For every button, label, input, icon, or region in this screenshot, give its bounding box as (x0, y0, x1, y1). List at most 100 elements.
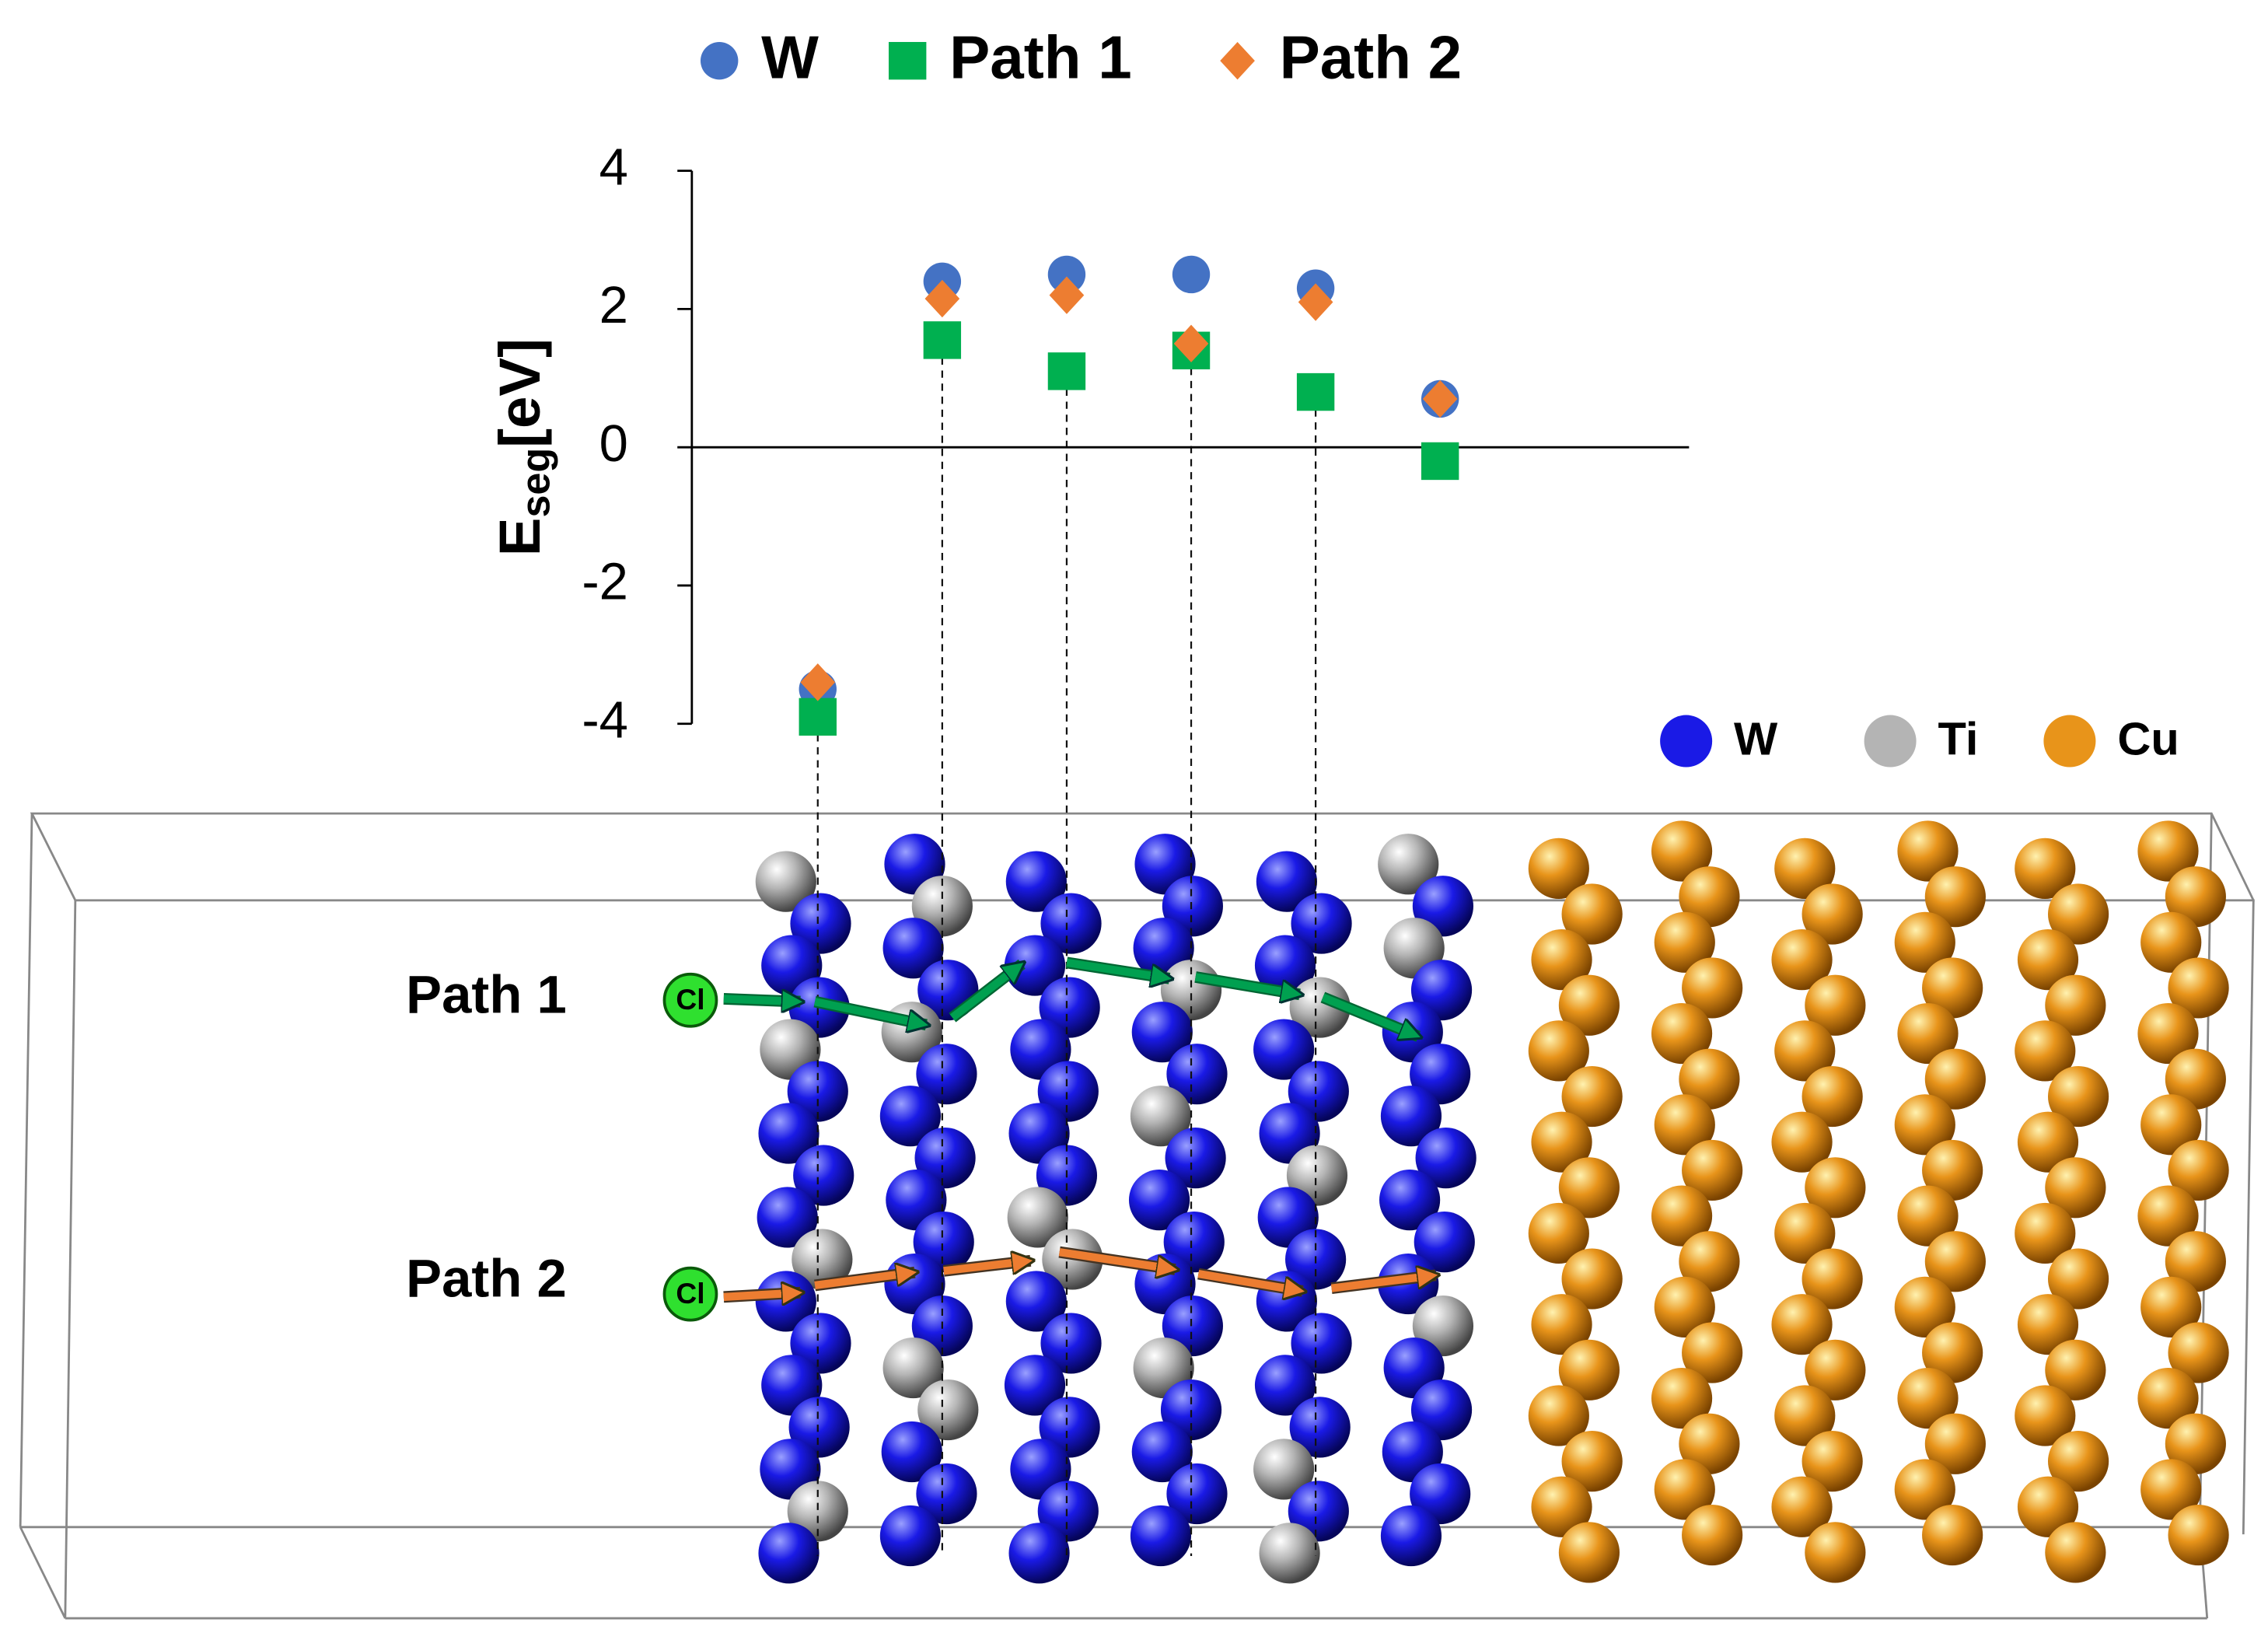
atom (1254, 1355, 1316, 1416)
atom (1415, 1128, 1476, 1189)
atom-legend-marker (1660, 715, 1713, 768)
atom (2165, 1231, 2226, 1292)
atom (1291, 893, 1352, 954)
atom (1894, 1459, 1955, 1520)
atom (882, 1337, 944, 1399)
atom (1130, 1086, 1192, 1147)
marker (1049, 276, 1085, 314)
legend-label: Path 2 (1280, 23, 1462, 92)
marker (799, 698, 837, 736)
y-tick-label: 4 (599, 138, 628, 196)
atom (1679, 1231, 1740, 1292)
atom (1561, 1065, 1623, 1128)
atom (2140, 1276, 2202, 1338)
atom (1040, 1313, 1102, 1374)
cl-atom (662, 1266, 718, 1322)
atom (1289, 1397, 1351, 1458)
atom (2168, 1322, 2229, 1383)
atom (1679, 866, 1740, 928)
atom (2168, 1504, 2229, 1566)
atom (2165, 1048, 2226, 1110)
atom (1558, 1339, 1620, 1400)
atom (1166, 1044, 1228, 1105)
atom (2047, 883, 2109, 945)
path-arrow (1066, 958, 1169, 978)
atom (2140, 1094, 2202, 1156)
atom (1771, 1476, 1833, 1537)
atom (1805, 1522, 1866, 1583)
atom (879, 1505, 941, 1567)
atom (1558, 1157, 1620, 1219)
atom (1651, 1185, 1713, 1247)
atom (1531, 1476, 1592, 1537)
marker (924, 279, 960, 318)
atom (758, 1103, 819, 1164)
atom-legend-label: Cu (2117, 713, 2179, 765)
atom (1253, 1439, 1315, 1500)
y-tick-label: -2 (582, 553, 628, 611)
atom (1924, 1048, 1986, 1110)
atom (1771, 929, 1833, 991)
atom (1005, 1271, 1067, 1332)
atom (1805, 1157, 1866, 1219)
y-axis-label: Eseg[eV] (487, 338, 559, 556)
path-arrow (723, 998, 801, 1002)
atom (2140, 1459, 2202, 1520)
atom (882, 918, 944, 979)
atom (2140, 911, 2202, 973)
atom (1922, 1139, 1983, 1201)
atom (1558, 1522, 1620, 1583)
atom-legend-marker (2043, 715, 2096, 768)
atom (1654, 1459, 1715, 1520)
atom (1528, 837, 1589, 899)
path-arrow (723, 1292, 801, 1297)
atom-legend-marker (1864, 715, 1917, 768)
atom (2168, 957, 2229, 1019)
atom (1414, 1212, 1475, 1273)
atom (1531, 1111, 1592, 1173)
cl-label: Cl (676, 983, 704, 1016)
path-arrow (1197, 1270, 1302, 1291)
atom (1774, 1020, 1836, 1082)
atom (2047, 1248, 2109, 1310)
atom (2045, 974, 2106, 1036)
marker (1047, 352, 1086, 390)
path-arrow (1194, 973, 1300, 994)
atom (1378, 834, 1439, 895)
path-arrow (943, 1261, 1031, 1275)
atom (1679, 1048, 1740, 1110)
atom (1558, 974, 1620, 1036)
atom (1897, 1185, 1959, 1247)
atom (1805, 1339, 1866, 1400)
atom (2045, 1522, 2106, 1583)
atom (1531, 1294, 1592, 1355)
atom (1131, 1421, 1193, 1483)
atom (2165, 866, 2226, 928)
y-tick-label: -4 (582, 691, 628, 749)
atom (2015, 1202, 2076, 1264)
atom (792, 1229, 853, 1290)
atom (1005, 851, 1067, 912)
y-tick-label: 0 (599, 414, 628, 473)
atom (1166, 1463, 1228, 1525)
atom (1165, 1128, 1226, 1189)
atom (1679, 1413, 1740, 1474)
atom (757, 1187, 818, 1248)
atom (1528, 1202, 1589, 1264)
marker (1298, 283, 1333, 321)
path-arrow (814, 1272, 914, 1290)
marker (923, 321, 962, 359)
atom (1774, 1202, 1836, 1264)
atom (917, 1379, 979, 1441)
atom (1528, 1020, 1589, 1082)
atom (916, 1044, 977, 1105)
y-axis-label-part: seg (513, 448, 558, 518)
marker (1296, 372, 1335, 411)
atom (2015, 837, 2076, 899)
legend-marker (888, 41, 927, 80)
paths: Cl Cl Path 1 Path 2 W Ti Cu (406, 713, 2179, 1322)
atom (2017, 1294, 2079, 1355)
atom (1654, 1276, 1715, 1338)
atom (1801, 1065, 1863, 1128)
